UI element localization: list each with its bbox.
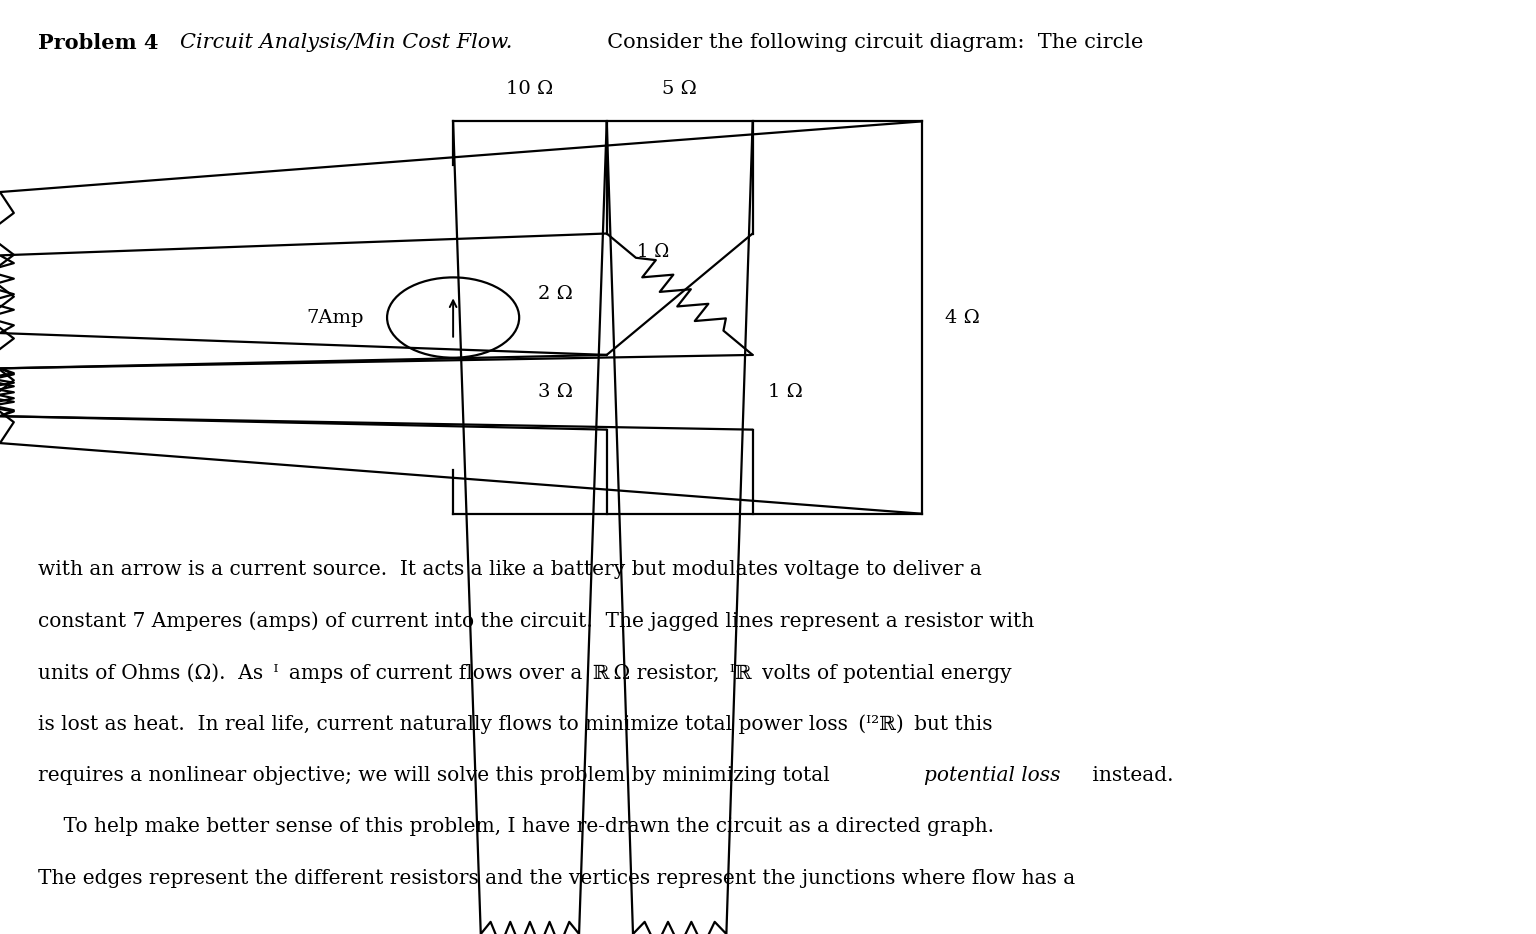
Text: requires a nonlinear objective; we will solve this problem by minimizing total: requires a nonlinear objective; we will … [38,766,837,785]
Text: 10 Ω: 10 Ω [507,80,553,98]
Text: units of Ohms (Ω).  As  ᴵ  amps of current flows over a  ℝ Ω resistor,  ᴵℝ  volt: units of Ohms (Ω). As ᴵ amps of current … [38,663,1012,683]
Text: Circuit Analysis/Min Cost Flow.: Circuit Analysis/Min Cost Flow. [180,33,511,51]
Text: 1 Ω: 1 Ω [637,243,670,261]
Text: Consider the following circuit diagram:  The circle: Consider the following circuit diagram: … [594,33,1144,51]
Text: is lost as heat.  In real life, current naturally flows to minimize total power : is lost as heat. In real life, current n… [38,715,992,734]
Text: 1 Ω: 1 Ω [768,383,803,402]
Text: Problem 4: Problem 4 [38,33,158,52]
Text: constant 7 Amperes (amps) of current into the circuit.  The jagged lines represe: constant 7 Amperes (amps) of current int… [38,612,1035,631]
Text: 4 Ω: 4 Ω [945,308,980,327]
Text: 3 Ω: 3 Ω [538,383,573,402]
Text: instead.: instead. [1086,766,1174,785]
Text: 2 Ω: 2 Ω [538,285,573,304]
Text: with an arrow is a current source.  It acts a like a battery but modulates volta: with an arrow is a current source. It ac… [38,560,983,579]
Text: To help make better sense of this problem, I have re-drawn the circuit as a dire: To help make better sense of this proble… [38,817,994,836]
Text: 5 Ω: 5 Ω [662,80,697,98]
Text: 7Amp: 7Amp [307,308,364,327]
Text: The edges represent the different resistors and the vertices represent the junct: The edges represent the different resist… [38,869,1075,887]
Text: potential loss: potential loss [925,766,1061,785]
